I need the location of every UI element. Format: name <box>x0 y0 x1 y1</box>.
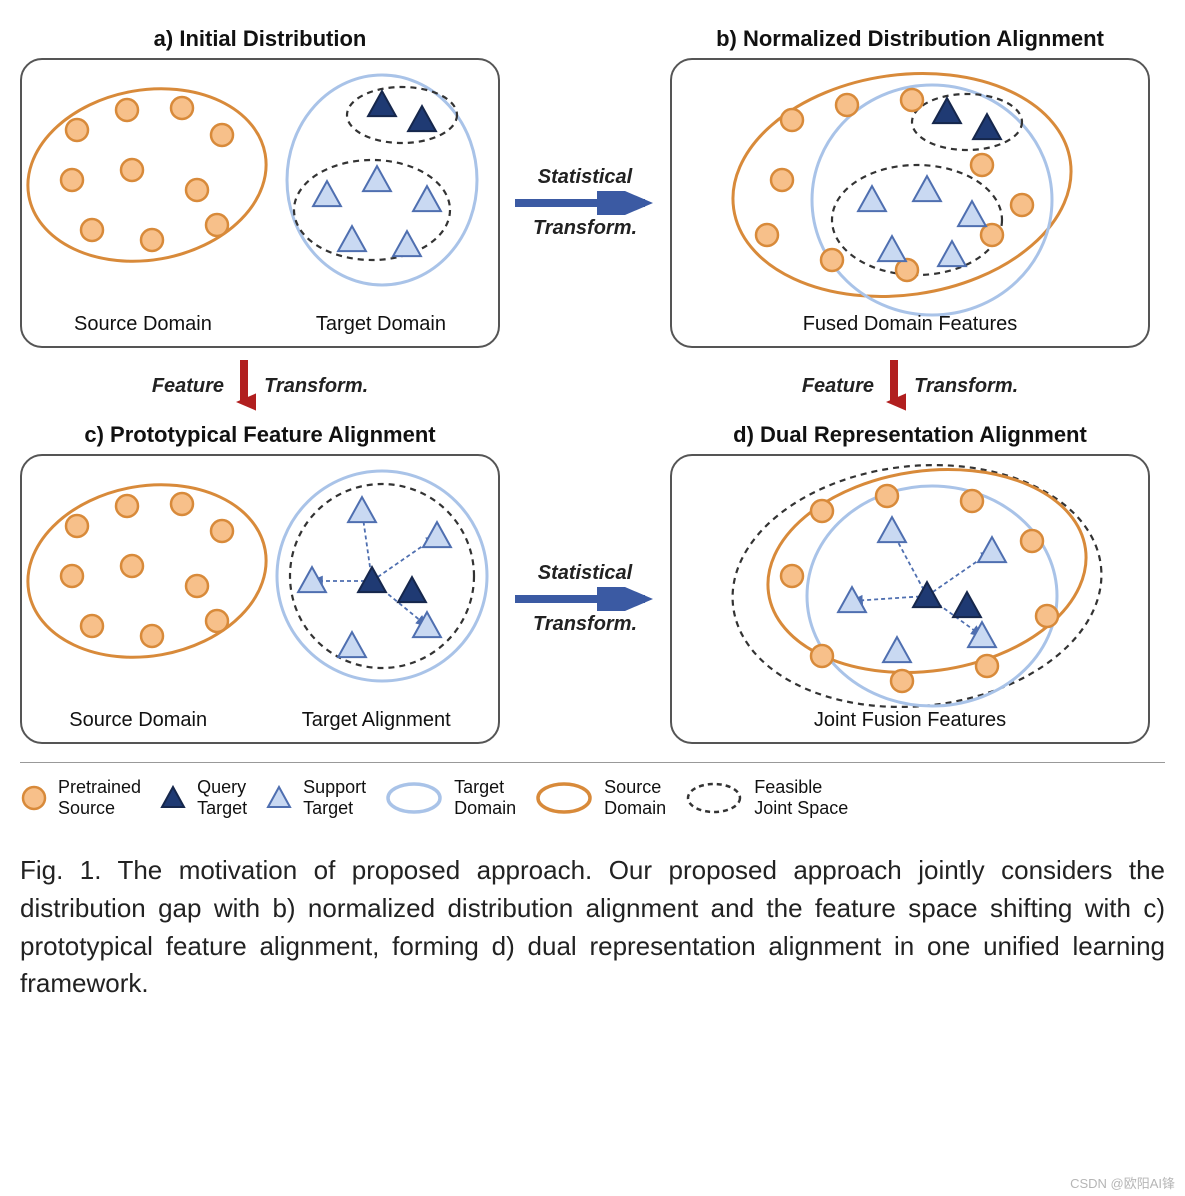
title-b: b) Normalized Distribution Alignment <box>716 20 1104 58</box>
caption-a-left: Source Domain <box>74 313 212 336</box>
arrow-b-to-d: Feature Transform. <box>802 348 1018 416</box>
arrow-c-to-d: Statistical Transform. <box>510 562 660 636</box>
legend-label: Target Domain <box>454 777 516 818</box>
panel-c: Source Domain Target Alignment <box>20 454 500 744</box>
panel-a-caption: Source Domain Target Domain <box>22 313 498 336</box>
arrow-down-icon <box>232 358 256 414</box>
arrow-bd-label-1: Feature <box>802 375 874 398</box>
arrow-ac-label-2: Transform. <box>264 375 368 398</box>
watermark: CSDN @欧阳AI锋 <box>1070 1173 1175 1192</box>
ellipse-dashed-icon <box>684 780 744 816</box>
triangle-icon <box>159 784 187 812</box>
caption-c-right: Target Alignment <box>302 709 451 732</box>
legend-pretrained-source: Pretrained Source <box>20 777 141 818</box>
panel-b: Fused Domain Features <box>670 58 1150 348</box>
panel-c-caption: Source Domain Target Alignment <box>22 709 498 732</box>
panel-d: Joint Fusion Features <box>670 454 1150 744</box>
title-a: a) Initial Distribution <box>154 20 367 58</box>
panel-b-svg <box>672 60 1152 350</box>
panel-a-svg <box>22 60 502 350</box>
legend-source-domain: Source Domain <box>534 777 666 818</box>
caption-b: Fused Domain Features <box>803 313 1018 336</box>
triangle-icon <box>265 784 293 812</box>
panel-d-svg <box>672 456 1152 746</box>
caption-d: Joint Fusion Features <box>814 709 1006 732</box>
arrow-ac-label-1: Feature <box>152 375 224 398</box>
caption-a-right: Target Domain <box>316 313 446 336</box>
title-d: d) Dual Representation Alignment <box>733 416 1087 454</box>
figure-root: a) Initial Distribution b) Normalized Di… <box>20 20 1165 1003</box>
legend-joint-space: Feasible Joint Space <box>684 777 848 818</box>
arrow-right-icon <box>510 191 660 215</box>
legend-label: Support Target <box>303 777 366 818</box>
arrow-right-icon <box>510 587 660 611</box>
panel-a: Source Domain Target Domain <box>20 58 500 348</box>
circle-icon <box>20 784 48 812</box>
title-c: c) Prototypical Feature Alignment <box>84 416 435 454</box>
arrow-a-to-b: Statistical Transform. <box>510 166 660 240</box>
panel-b-caption: Fused Domain Features <box>672 313 1148 336</box>
legend-query-target: Query Target <box>159 777 247 818</box>
legend-label: Source Domain <box>604 777 666 818</box>
caption-c-left: Source Domain <box>69 709 207 732</box>
legend-label: Pretrained Source <box>58 777 141 818</box>
panel-c-svg <box>22 456 502 746</box>
legend: Pretrained Source Query Target Support T… <box>20 762 1165 818</box>
legend-label: Feasible Joint Space <box>754 777 848 818</box>
legend-label: Query Target <box>197 777 247 818</box>
legend-support-target: Support Target <box>265 777 366 818</box>
legend-target-domain: Target Domain <box>384 777 516 818</box>
arrow-ab-label-1: Statistical <box>538 166 632 189</box>
ellipse-icon <box>534 780 594 816</box>
arrow-bd-label-2: Transform. <box>914 375 1018 398</box>
figure-caption: Fig. 1. The motivation of proposed appro… <box>20 852 1165 1003</box>
arrow-a-to-c: Feature Transform. <box>152 348 368 416</box>
arrow-down-icon <box>882 358 906 414</box>
panel-d-caption: Joint Fusion Features <box>672 709 1148 732</box>
arrow-ab-label-2: Transform. <box>533 217 637 240</box>
ellipse-icon <box>384 780 444 816</box>
panel-grid: a) Initial Distribution b) Normalized Di… <box>20 20 1165 744</box>
arrow-cd-label-1: Statistical <box>538 562 632 585</box>
arrow-cd-label-2: Transform. <box>533 613 637 636</box>
